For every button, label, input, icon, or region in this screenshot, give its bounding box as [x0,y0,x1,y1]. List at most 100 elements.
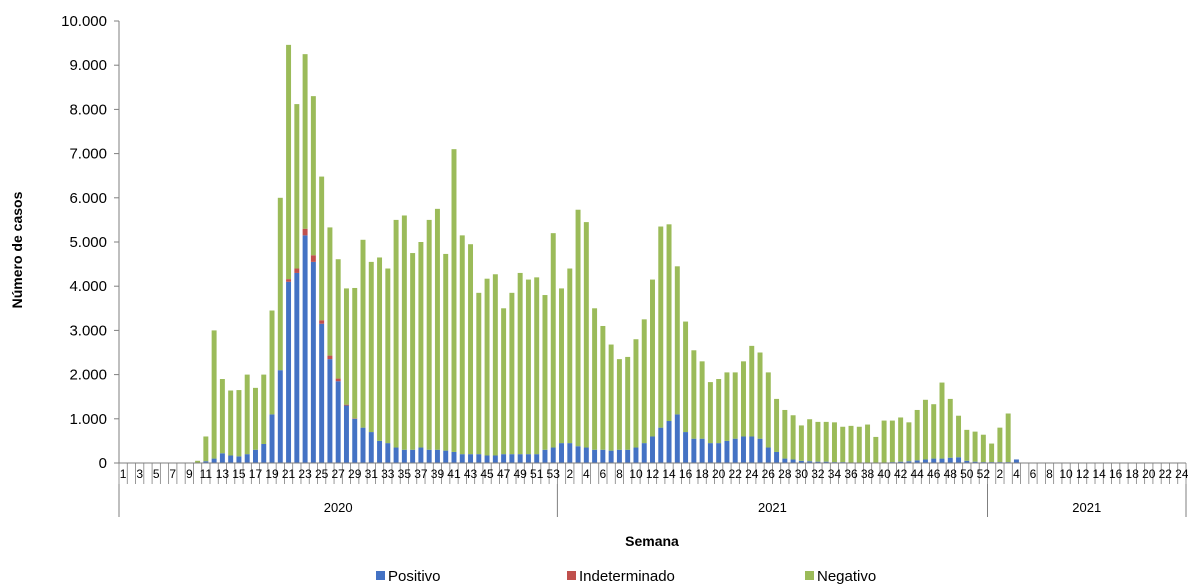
bar-negativo [815,421,821,462]
year-group-label: 2021 [758,500,787,515]
bar-positivo [616,449,622,463]
bar-negativo [277,197,283,371]
bar-negativo [989,443,995,463]
x-tick-label: 20 [1142,467,1156,481]
bar-negativo [616,359,622,450]
bar-negativo [724,372,730,441]
bar-positivo [443,450,449,463]
bar-indeterminado [335,378,341,382]
bar-negativo [385,268,391,444]
bar-positivo [559,443,564,463]
bar-positivo [757,438,763,463]
y-tick-label: 8.000 [69,101,107,118]
bar-indeterminado [294,268,300,273]
y-tick-label: 2.000 [69,367,107,384]
bar-negativo [410,253,416,450]
x-tick-label: 19 [265,467,279,481]
bar-negativo [782,409,788,459]
x-tick-label: 2 [566,467,573,481]
bar-indeterminado [343,404,349,406]
bar-positivo [600,449,606,463]
legend-label-negativo: Negativo [817,568,876,585]
x-tick-label: 37 [414,467,428,481]
bar-negativo [244,374,250,455]
bar-negativo [219,379,225,454]
bar-positivo [947,457,953,463]
bar-negativo [559,288,564,444]
bar-negativo [401,215,407,450]
bar-negativo [840,426,846,463]
x-tick-label: 31 [365,467,379,481]
bar-negativo [906,422,912,462]
bar-positivo [211,458,217,463]
y-tick-label: 4.000 [69,278,107,295]
legend-label-indeterminado: Indeterminado [579,568,675,585]
bar-negativo [352,287,358,419]
bar-negativo [360,239,366,428]
bar-negativo [542,295,548,450]
x-tick-label: 14 [662,467,676,481]
bar-positivo [228,455,234,463]
bar-positivo [815,461,821,463]
x-tick-label: 28 [778,467,792,481]
year-group-label: 2021 [1072,500,1101,515]
x-tick-label: 6 [600,467,607,481]
bar-negativo [253,387,258,450]
bar-positivo [608,450,614,463]
bar-negativo [641,319,647,444]
bar-positivo [236,456,242,463]
x-tick-label: 21 [282,467,296,481]
bar-positivo [525,454,531,463]
bar-positivo [906,461,912,463]
x-tick-label: 10 [629,467,643,481]
x-tick-label: 22 [1159,467,1173,481]
bar-positivo [732,438,738,463]
bar-negativo [898,417,904,462]
bar-positivo [641,443,647,463]
x-tick-label: 41 [447,467,461,481]
x-tick-label: 12 [646,467,660,481]
bar-positivo [203,461,209,463]
bar-negativo [774,398,780,452]
bar-positivo [658,427,664,463]
bar-positivo [683,432,689,463]
legend-swatch-indeterminado [567,571,576,580]
bar-positivo [914,460,920,463]
y-axis-title: Número de casos [9,191,25,308]
bar-negativo [765,372,771,448]
bar-negativo [741,361,746,437]
bar-negativo [261,374,267,444]
bar-positivo [244,454,250,463]
bar-negativo [964,429,970,461]
bar-negativo [236,390,242,457]
y-axis-ticks: 0 1.000 2.000 3.000 4.000 5.000 6.000 7.000 8.00… [61,13,120,472]
bar-positivo [749,436,755,463]
bar-negativo [600,325,606,450]
bar-positivo [468,454,474,463]
bar-positivo [699,438,705,463]
bar-negativo [319,176,325,321]
bar-negativo [956,415,962,458]
x-tick-label: 38 [861,467,875,481]
x-tick-label: 6 [1030,467,1037,481]
bar-positivo [575,446,581,463]
bar-positivo [393,447,399,463]
y-tick-label: 10.000 [61,13,107,30]
x-tick-label: 35 [398,467,412,481]
bar-negativo [269,310,275,415]
bar-positivo [691,438,697,463]
x-tick-label: 18 [695,467,709,481]
bar-negativo [922,399,928,460]
bar-negativo [716,379,722,444]
bar-negativo [434,208,440,450]
bar-positivo [517,454,523,463]
bar-negativo [873,436,879,463]
bar-positivo [956,457,962,463]
bar-negativo [699,361,705,439]
y-tick-label: 9.000 [69,57,107,74]
x-tick-label: 3 [136,467,143,481]
x-tick-label: 53 [547,467,561,481]
x-tick-label: 16 [679,467,693,481]
bar-positivo [898,461,904,463]
